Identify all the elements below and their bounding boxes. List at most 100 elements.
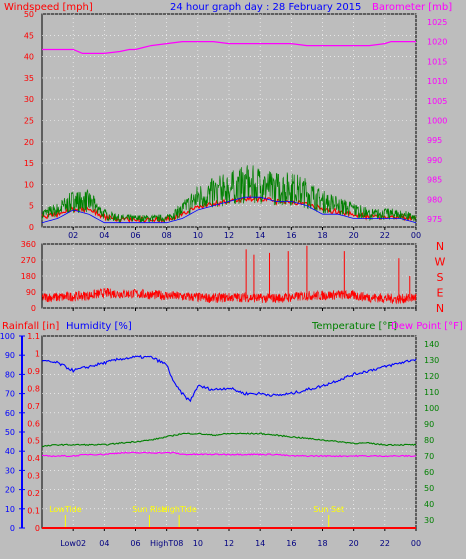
wind-xtick-label: 18: [317, 231, 327, 240]
wind-xtick-label: 06: [130, 231, 140, 240]
humidity-ytick-label: 60: [5, 409, 15, 418]
baro-ytick-label: 1000: [427, 117, 447, 126]
dir-compass-label: W: [435, 256, 446, 269]
barometer-title: Barometer [mb]: [372, 2, 452, 13]
temp-ytick-label: 30: [424, 516, 434, 525]
wind-xtick-label: 16: [286, 231, 296, 240]
th-xtick-label: 20: [349, 539, 359, 548]
rain-ytick-label: 1.1: [27, 332, 40, 341]
baro-ytick-label: 1005: [427, 97, 447, 106]
wind-xtick-label: 22: [380, 231, 390, 240]
baro-ytick-label: 1015: [427, 57, 447, 66]
humidity-ytick-label: 70: [5, 390, 15, 399]
th-xtick-label: 14: [255, 539, 265, 548]
baro-ytick-label: 975: [427, 215, 442, 224]
wind-ytick-label: 45: [24, 31, 34, 40]
th-xtick-label: HighT08: [150, 539, 183, 548]
humidity-line: [41, 354, 417, 403]
rain-humidity-temp-panel: 010203040506070809010000.10.20.30.40.50.…: [0, 332, 439, 548]
wind-xtick-label: 10: [193, 231, 203, 240]
rain-ytick-label: 0.5: [27, 437, 40, 446]
wind-xtick-label: 12: [224, 231, 234, 240]
dir-compass-label: N: [436, 240, 444, 253]
th-xtick-label: 16: [286, 539, 296, 548]
baro-ytick-label: 985: [427, 176, 442, 185]
humidity-title: Humidity [%]: [66, 321, 132, 332]
temp-ytick-label: 100: [424, 404, 439, 413]
rain-ytick-label: 0.8: [27, 384, 40, 393]
wind-xtick-label: 04: [99, 231, 109, 240]
dir-ytick-label: 0: [31, 304, 36, 313]
baro-ytick-label: 980: [427, 195, 442, 204]
wind-xtick-label: 20: [349, 231, 359, 240]
temp-ytick-label: 110: [424, 388, 439, 397]
th-xtick-label: Low02: [60, 539, 86, 548]
baro-ytick-label: 995: [427, 136, 442, 145]
baro-ytick-label: 1020: [427, 38, 447, 47]
temp-ytick-label: 50: [424, 484, 434, 493]
wind-ytick-label: 0: [29, 223, 34, 232]
rain-ytick-label: 0.1: [27, 507, 40, 516]
wind-ytick-label: 15: [24, 159, 34, 168]
rain-ytick-label: 1: [35, 349, 40, 358]
temperature-line: [41, 432, 417, 448]
dir-ytick-label: 270: [21, 256, 36, 265]
dir-ytick-label: 180: [21, 272, 36, 281]
temp-ytick-label: 140: [424, 340, 439, 349]
wind-ytick-label: 5: [29, 202, 34, 211]
rain-ytick-label: 0.6: [27, 419, 40, 428]
humidity-ytick-label: 10: [5, 505, 15, 514]
wind-xtick-label: 02: [68, 231, 78, 240]
rain-ytick-label: 0.7: [27, 402, 40, 411]
dir-compass-label: N: [436, 302, 444, 315]
temp-ytick-label: 40: [424, 500, 434, 509]
rain-ytick-label: 0.4: [27, 454, 40, 463]
dewpoint-line: [42, 451, 417, 458]
th-xtick-label: 12: [224, 539, 234, 548]
annotation-label: Sun Set: [313, 505, 344, 514]
humidity-ytick-label: 30: [5, 466, 15, 475]
temp-ytick-label: 90: [424, 420, 434, 429]
rain-ytick-label: 0: [35, 524, 40, 533]
th-xtick-label: 22: [380, 539, 390, 548]
th-xtick-label: 00: [411, 539, 421, 548]
wind-xtick-label: 08: [162, 231, 172, 240]
wind-xtick-label: 00: [411, 231, 421, 240]
dewpoint-title: Dew Point [°F]: [391, 321, 463, 332]
barometer-line: [42, 40, 416, 55]
temp-ytick-label: 80: [424, 436, 434, 445]
annotation-label: HighTide: [162, 505, 197, 514]
dir-ytick-label: 90: [26, 288, 36, 297]
wind-direction-line: [41, 287, 417, 305]
temp-ytick-label: 60: [424, 468, 434, 477]
wind-title: Windspeed [mph]: [4, 2, 93, 13]
th-xtick-label: 04: [99, 539, 109, 548]
humidity-ytick-label: 100: [0, 332, 15, 341]
dir-compass-label: E: [437, 287, 444, 300]
rainfall-title: Rainfall [in]: [2, 321, 59, 332]
wind-pressure-panel: 02 04 06 08 10 12 14 16 18 20 22 000510152025303540…: [24, 10, 448, 240]
baro-ytick-label: 1025: [427, 18, 447, 27]
day-title: 24 hour graph day : 28 February 2015: [170, 2, 361, 13]
wind-ytick-label: 10: [24, 180, 34, 189]
wind-ytick-label: 20: [24, 138, 34, 147]
wind-ytick-label: 40: [24, 53, 34, 62]
rain-ytick-label: 0.3: [27, 472, 40, 481]
th-xtick-label: 10: [193, 539, 203, 548]
wind-xtick-label: 14: [255, 231, 265, 240]
dir-ytick-label: 360: [21, 240, 36, 249]
temperature-title: Temperature [°F]: [311, 321, 397, 332]
baro-ytick-label: 1010: [427, 77, 447, 86]
th-xtick-label: 06: [130, 539, 140, 548]
rain-ytick-label: 0.2: [27, 489, 40, 498]
temp-ytick-label: 70: [424, 452, 434, 461]
humidity-ytick-label: 0: [10, 524, 15, 533]
baro-ytick-label: 990: [427, 156, 442, 165]
humidity-ytick-label: 80: [5, 370, 15, 379]
rain-ytick-label: 0.9: [27, 367, 40, 376]
th-xtick-label: 18: [317, 539, 327, 548]
